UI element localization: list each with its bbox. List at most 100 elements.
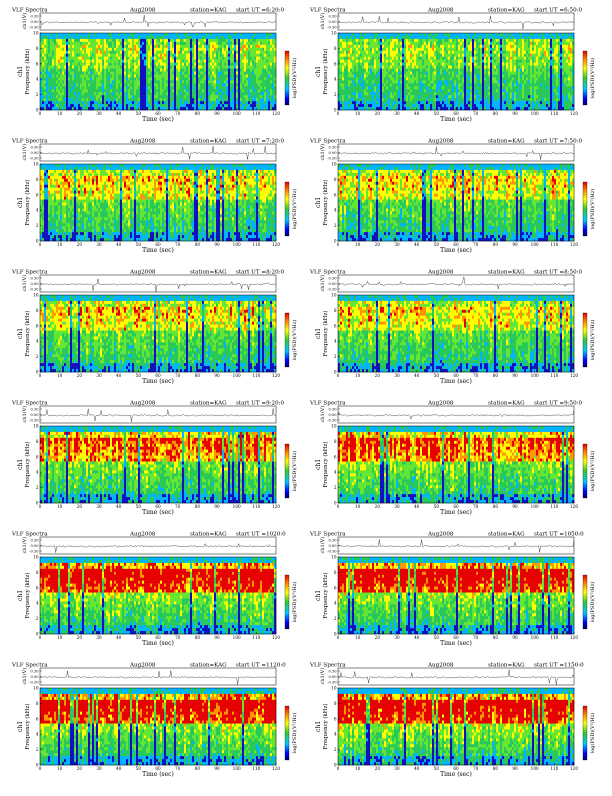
spectrogram-cell — [114, 36, 116, 39]
spectrogram-cell — [190, 51, 192, 54]
spectrogram-cell — [60, 60, 62, 63]
spectrogram-cell — [228, 51, 230, 54]
spectrogram-cell — [54, 63, 56, 66]
spectrogram-cell — [230, 48, 232, 51]
spectrogram-cell — [158, 42, 160, 45]
spectrogram-cell — [154, 57, 156, 60]
spectrogram-cell — [46, 54, 48, 57]
spectrogram-cell — [234, 39, 236, 42]
spectrogram-cell — [88, 33, 90, 36]
spectrogram-cell — [186, 57, 188, 60]
spectrogram-cell — [234, 48, 236, 51]
spectrogram-cell — [70, 45, 72, 48]
spectrogram-cell — [116, 63, 118, 66]
spectrogram-cell — [54, 57, 56, 60]
spectrogram-cell — [102, 36, 104, 39]
spectrogram-cell — [112, 60, 114, 63]
spectrogram-cell — [68, 39, 70, 42]
spectrogram-cell — [86, 63, 88, 66]
spectrogram-cell — [182, 39, 184, 42]
spectrogram-cell — [196, 54, 198, 57]
spectrogram-cell — [66, 42, 68, 45]
spectrogram-cell — [100, 60, 102, 63]
spectrogram-cell — [88, 57, 90, 60]
spectrogram-cell — [80, 36, 82, 39]
spectrogram-cell — [56, 33, 58, 36]
spectrogram-cell — [72, 42, 74, 45]
spectrogram-cell — [244, 60, 246, 63]
spectrogram-cell — [250, 42, 252, 45]
spectrogram-cell — [208, 48, 210, 51]
spectrogram-cell — [118, 36, 120, 39]
spectrogram-cell — [42, 57, 44, 60]
spectrogram-cell — [160, 33, 162, 36]
spectrogram-cell — [40, 60, 42, 63]
spectrogram-cell — [176, 51, 178, 54]
spectrogram-cell — [194, 60, 196, 63]
spectrogram-cell — [70, 54, 72, 57]
spectrogram-cell — [72, 63, 74, 66]
spectrogram-cell — [160, 63, 162, 66]
spectrogram-cell — [176, 45, 178, 48]
spectrogram-cell — [162, 51, 164, 54]
spectrogram-cell — [180, 48, 182, 51]
spectrogram-cell — [196, 45, 198, 48]
spectrogram-cell — [226, 51, 228, 54]
spectrogram-cell — [132, 51, 134, 54]
spectrogram-cell — [96, 48, 98, 51]
spectrogram-cell — [42, 45, 44, 48]
spectrogram-cell — [164, 45, 166, 48]
spectrogram-cell — [152, 63, 154, 66]
spectrogram-cell — [100, 48, 102, 51]
spectrogram-cell — [210, 57, 212, 60]
spectrogram-cell — [154, 36, 156, 39]
spectrogram-cell — [116, 36, 118, 39]
spectrogram-cell — [228, 48, 230, 51]
spectrogram-cell — [88, 63, 90, 66]
spectrogram-cell — [42, 63, 44, 66]
spectrogram-cell — [152, 36, 154, 39]
spectrogram-cell — [142, 54, 144, 57]
spectrogram-cell — [224, 36, 226, 39]
spectrogram-cell — [220, 33, 222, 36]
spectrogram-cell — [210, 36, 212, 39]
spectrogram-cell — [272, 45, 274, 48]
spectrogram-cell — [226, 39, 228, 42]
spectrogram-cell — [162, 48, 164, 51]
spectrogram-cell — [238, 57, 240, 60]
spectrogram-cell — [156, 42, 158, 45]
spectrogram-cell — [144, 63, 146, 66]
spectrogram-cell — [122, 54, 124, 57]
spectrogram-cell — [186, 63, 188, 66]
spectrogram-cell — [230, 33, 232, 36]
spectrogram-cell — [170, 39, 172, 42]
spectrogram-cell — [122, 39, 124, 42]
spectrogram-cell — [220, 54, 222, 57]
spectrogram-cell — [130, 42, 132, 45]
spectrogram-cell — [256, 33, 258, 36]
spectrogram-cell — [92, 36, 94, 39]
spectrogram-cell — [162, 39, 164, 42]
spectrogram-cell — [108, 33, 110, 36]
spectrogram-cell — [142, 63, 144, 66]
spectrogram-cell — [186, 36, 188, 39]
spectrogram-cell — [182, 54, 184, 57]
spectrogram-cell — [58, 45, 60, 48]
spectrogram-cell — [98, 48, 100, 51]
spectrogram-cell — [64, 39, 66, 42]
spectrogram-cell — [182, 33, 184, 36]
spectrogram-cell — [56, 36, 58, 39]
spectrogram-cell — [204, 42, 206, 45]
spectrogram-cell — [142, 45, 144, 48]
spectrogram-cell — [174, 63, 176, 66]
spectrogram-cell — [50, 33, 52, 36]
spectrogram-cell — [44, 33, 46, 36]
spectrogram-cell — [260, 36, 262, 39]
spectrogram-cell — [128, 33, 130, 36]
spectrogram-cell — [240, 57, 242, 60]
spectrogram-cell — [192, 54, 194, 57]
spectrogram-cell — [254, 36, 256, 39]
spectrogram-cell — [116, 48, 118, 51]
spectrogram-cell — [222, 39, 224, 42]
spectrogram-cell — [94, 63, 96, 66]
